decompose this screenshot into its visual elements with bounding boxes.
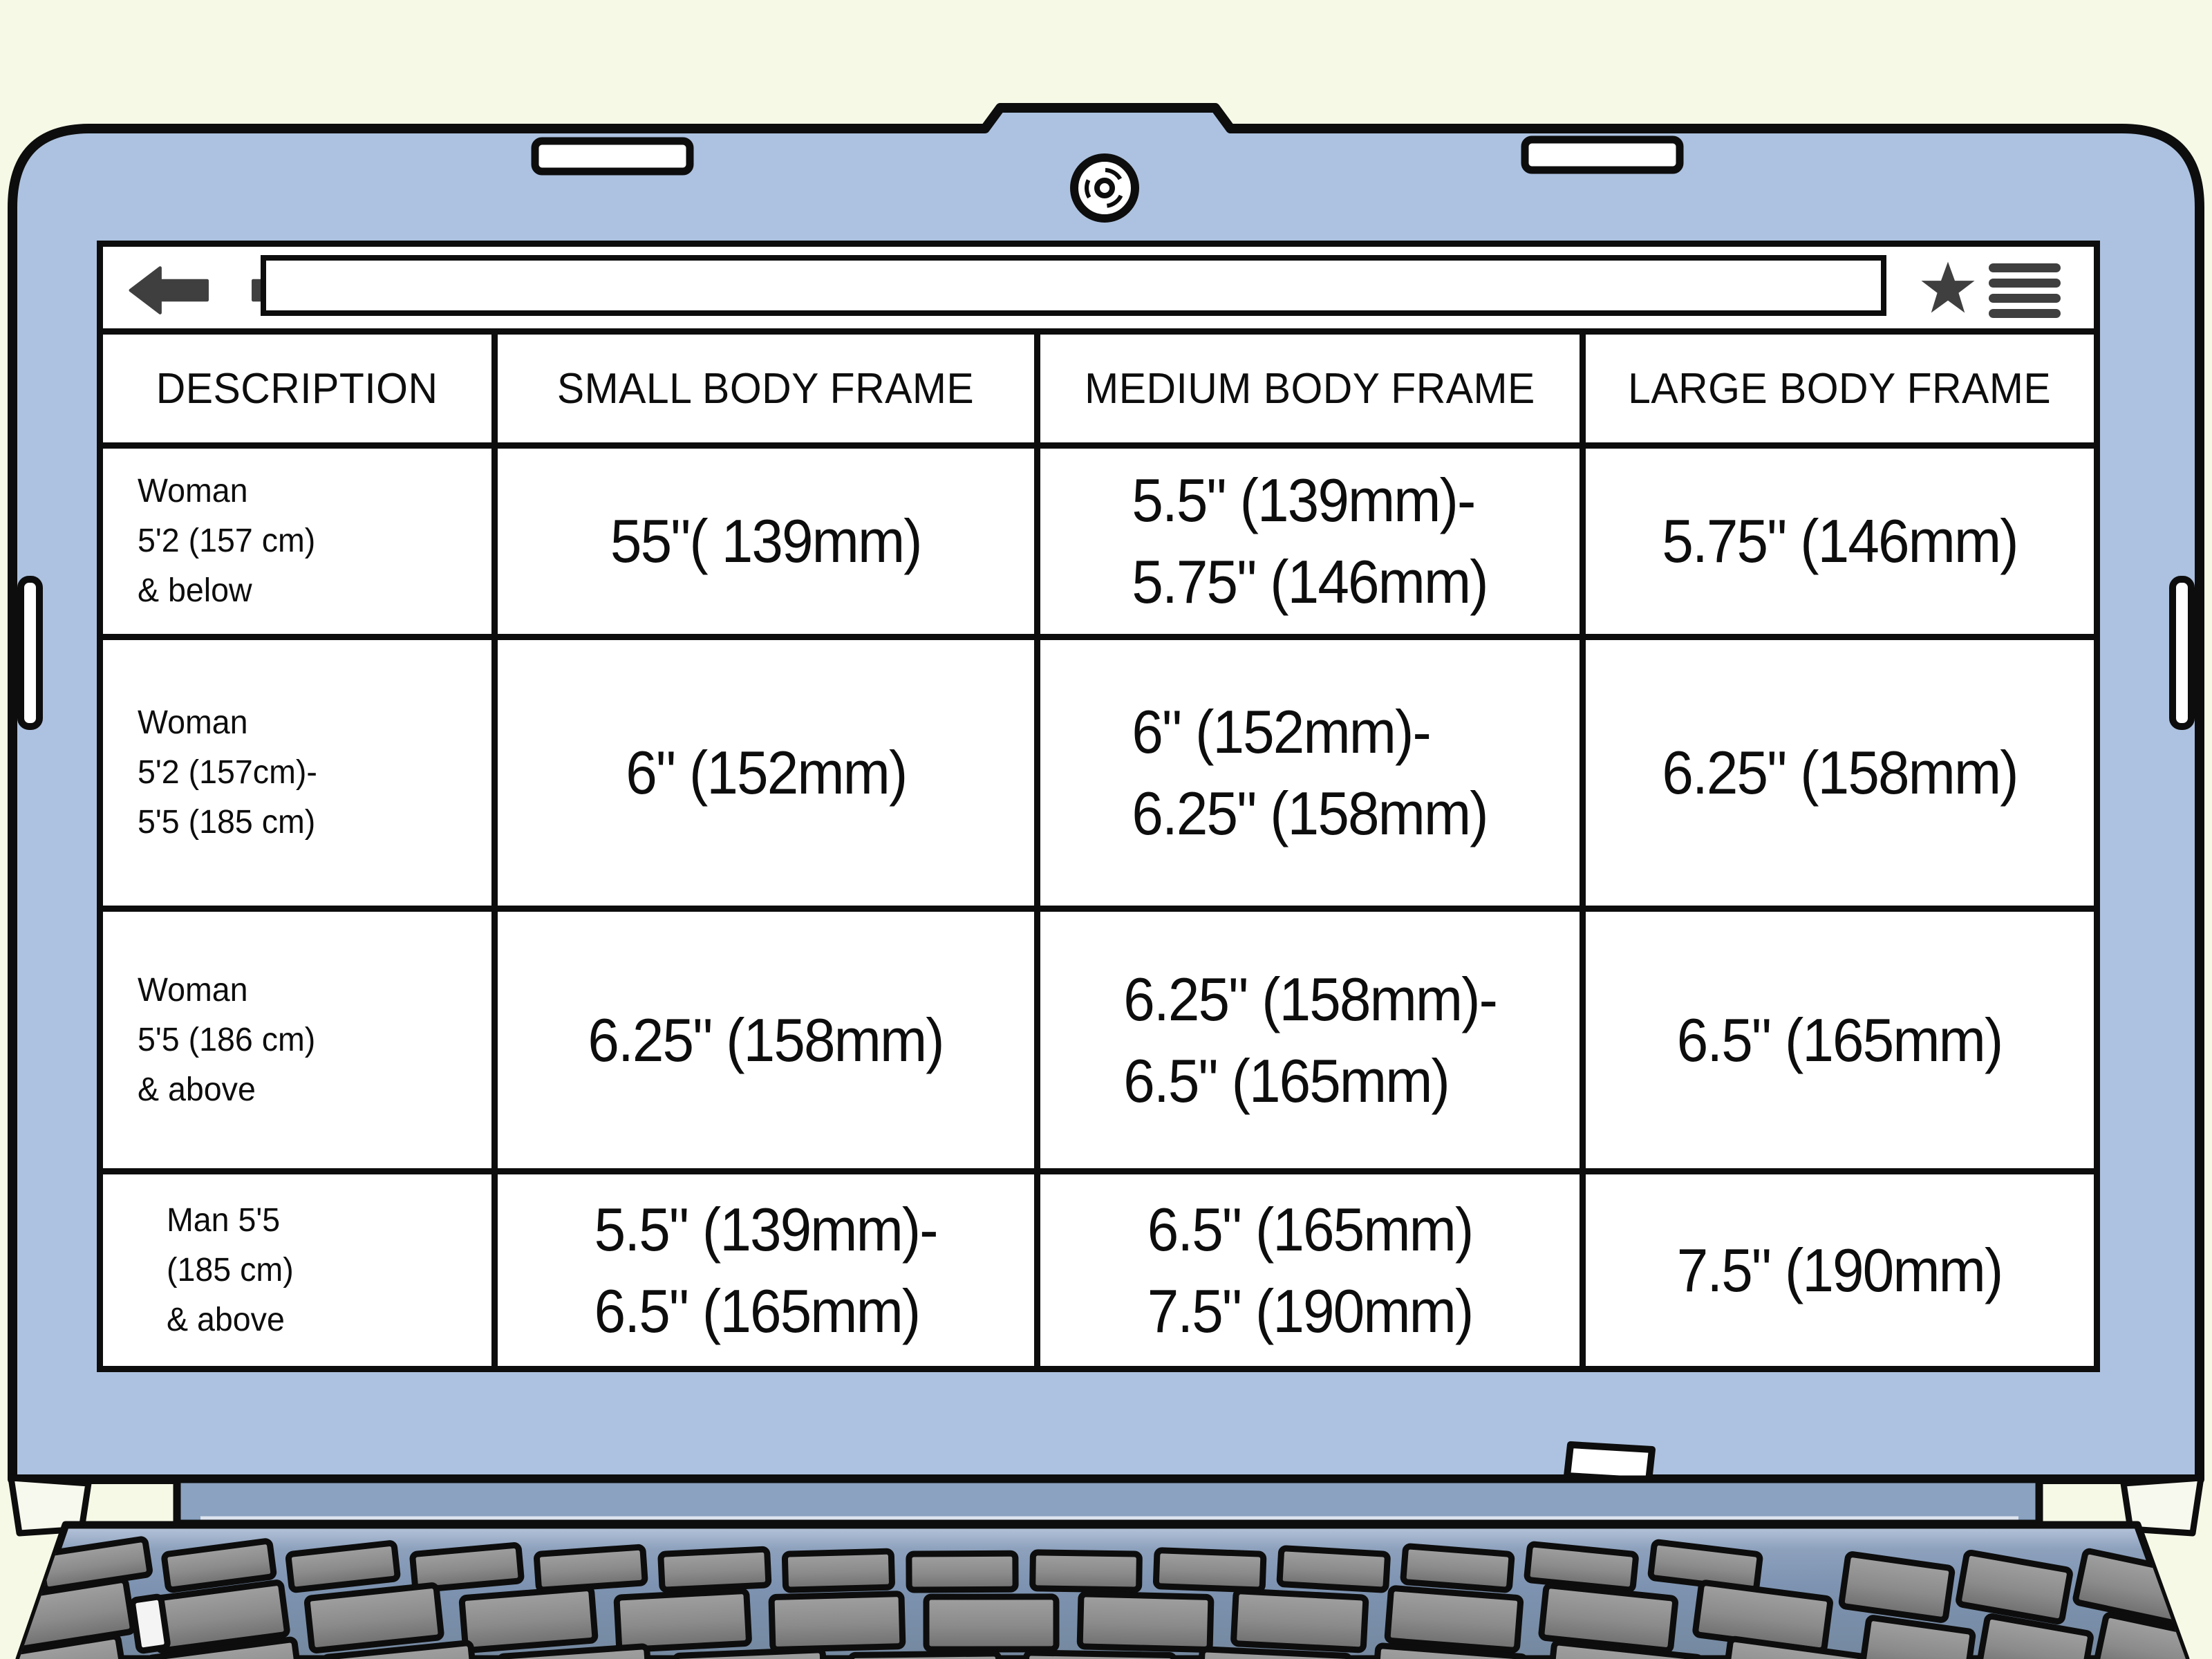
table-cell-large: 7.5" (190mm) <box>1677 1235 2003 1304</box>
table-cell-large: 6.5" (165mm) <box>1585 912 2094 1174</box>
column-header-large-body-frame: LARGE BODY FRAME <box>1585 335 2094 449</box>
table-cell-large: 5.75" (146mm) <box>1585 449 2094 640</box>
star-icon <box>1921 261 1975 313</box>
laptop-hinge <box>173 1475 2043 1528</box>
hamburger-menu-icon <box>1989 263 2061 318</box>
body-frame-table: DESCRIPTION SMALL BODY FRAME MEDIUM BODY… <box>103 335 2094 1366</box>
table-cell-medium: 6.5" (165mm) 7.5" (190mm) <box>1040 1174 1586 1366</box>
table-cell-medium: 6" (152mm)- 6.25" (158mm) <box>1040 640 1586 912</box>
lid-latch <box>1564 1441 1656 1484</box>
table-cell-description: Man 5'5 (185 cm) & above <box>103 1174 498 1366</box>
table-cell-description: Woman 5'5 (186 cm) & above <box>103 912 498 1174</box>
back-arrow-icon <box>129 266 209 315</box>
browser-toolbar <box>103 247 2094 335</box>
column-header-description: DESCRIPTION <box>103 335 498 449</box>
table-cell-small: 6" (152mm) <box>498 640 1040 912</box>
lid-slot-right <box>1521 135 1684 174</box>
table-cell-description: Woman 5'2 (157 cm) & below <box>103 449 498 640</box>
browser-window: DESCRIPTION SMALL BODY FRAME MEDIUM BODY… <box>97 241 2100 1372</box>
lid-slot-side-left <box>17 576 43 730</box>
table-cell-small: 6.25" (158mm) <box>498 912 1040 1174</box>
table-cell-small: 5.5" (139mm)- 6.5" (165mm) <box>498 1174 1040 1366</box>
webcam-icon <box>1070 153 1139 223</box>
table-cell-medium: 5.5" (139mm)- 5.75" (146mm) <box>1040 449 1586 640</box>
lid-slot-left <box>531 137 694 176</box>
lid-slot-side-right <box>2169 576 2195 730</box>
laptop-keyboard <box>19 1536 2186 1659</box>
table-cell-description: Woman 5'2 (157cm)- 5'5 (185 cm) <box>103 640 498 912</box>
bookmark-button[interactable] <box>1918 261 1978 317</box>
table-cell-large: 6.25" (158mm) <box>1585 640 2094 912</box>
address-bar[interactable] <box>261 255 1886 316</box>
table-cell-medium: 6.25" (158mm)- 6.5" (165mm) <box>1040 912 1586 1174</box>
column-header-medium-body-frame: MEDIUM BODY FRAME <box>1040 335 1586 449</box>
column-header-small-body-frame: SMALL BODY FRAME <box>498 335 1040 449</box>
back-button[interactable] <box>117 265 222 316</box>
table-cell-small: 55"( 139mm) <box>498 449 1040 640</box>
menu-button[interactable] <box>1989 263 2061 319</box>
